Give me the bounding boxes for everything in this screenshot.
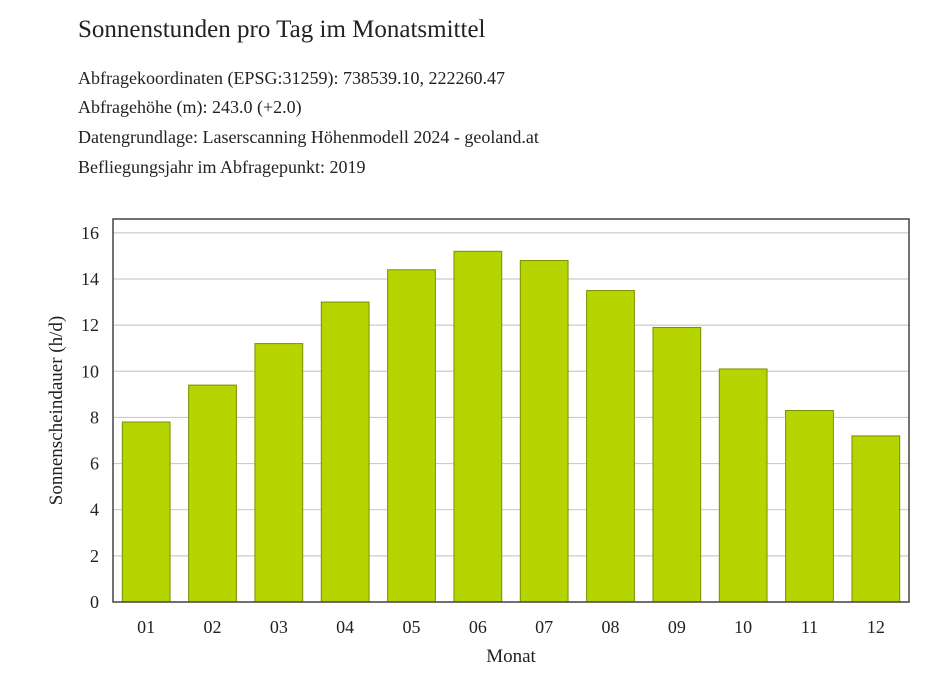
x-tick-label: 12 [867,617,885,637]
x-tick-label: 02 [204,617,222,637]
x-tick-label: 09 [668,617,686,637]
bar-12 [851,435,901,603]
y-tick-label: 10 [81,361,99,381]
plot-frame [112,218,910,603]
bar-05 [387,269,436,603]
x-tick-label: 05 [403,617,421,637]
bar-11 [785,410,834,603]
bar-03 [254,343,304,603]
x-tick-label: 11 [801,617,818,637]
x-tick-label: 06 [469,617,487,637]
info-flight-year: Befliegungsjahr im Abfragepunkt: 2019 [78,157,366,177]
info-coordinates: Abfragekoordinaten (EPSG:31259): 738539.… [78,68,505,88]
bar-07 [519,260,569,603]
bar-02 [188,384,237,603]
y-tick-label: 14 [81,269,99,289]
y-tick-label: 16 [81,223,99,243]
x-tick-label: 07 [535,617,553,637]
y-tick-label: 8 [90,407,99,427]
bar-10 [718,368,768,603]
x-tick-label: 10 [734,617,752,637]
y-tick-label: 12 [81,315,99,335]
y-tick-labels: 0 2 4 6 8 10 12 14 16 [81,223,99,612]
y-tick-label: 6 [90,454,99,474]
bar-09 [652,326,702,603]
x-axis-label: Monat [486,646,536,667]
y-tick-label: 2 [90,546,99,566]
x-tick-label: 04 [336,617,354,637]
bars [121,250,901,603]
x-tick-label: 03 [270,617,288,637]
y-tick-label: 0 [90,592,99,612]
bar-01 [121,421,171,603]
bar-06 [453,250,503,603]
chart-title: Sonnenstunden pro Tag im Monatsmittel [78,16,486,43]
info-data-source: Datengrundlage: Laserscanning Höhenmodel… [78,127,539,147]
info-elevation: Abfragehöhe (m): 243.0 (+2.0) [78,97,302,117]
x-tick-label: 01 [137,617,155,637]
bar-04 [320,301,370,603]
bar-08 [586,290,635,603]
y-axis-label: Sonnenscheindauer (h/d) [46,316,67,505]
x-tick-label: 08 [602,617,620,637]
y-tick-label: 4 [90,500,99,520]
x-tick-labels: 01 02 03 04 05 06 07 08 09 10 11 12 [137,617,885,637]
